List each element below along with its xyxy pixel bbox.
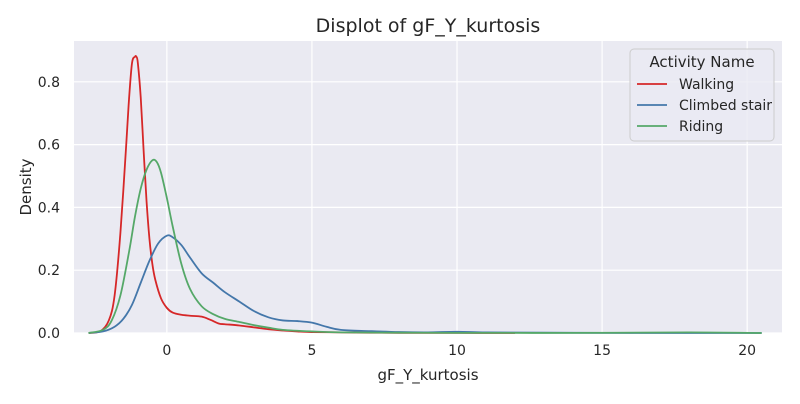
legend-label: Walking <box>679 77 734 93</box>
y-tick-label: 0.4 <box>38 200 60 216</box>
y-tick-label: 0.2 <box>38 263 60 279</box>
x-tick-label: 10 <box>448 343 466 359</box>
legend: Activity Name Walking Climbed stair Riding <box>629 48 775 142</box>
y-tick-label: 0.0 <box>38 326 60 342</box>
x-tick-label: 0 <box>162 343 171 359</box>
y-tick-label: 0.8 <box>38 75 60 91</box>
x-tick-label: 5 <box>307 343 316 359</box>
x-tick-label: 20 <box>738 343 756 359</box>
legend-label: Riding <box>679 119 723 135</box>
y-tick-label: 0.6 <box>38 138 60 154</box>
x-tick-label: 15 <box>593 343 611 359</box>
x-tick-labels: 0 5 10 15 20 <box>162 343 756 359</box>
legend-box <box>629 48 775 142</box>
legend-items: Walking Climbed stair Riding <box>637 77 772 135</box>
x-axis-label: gF_Y_kurtosis <box>377 366 478 385</box>
series-line-riding <box>88 158 762 334</box>
y-tick-labels: 0.0 0.2 0.4 0.6 0.8 <box>38 75 60 342</box>
y-axis-label: Density <box>17 158 35 215</box>
chart-title: Displot of gF_Y_kurtosis <box>316 15 541 37</box>
legend-label: Climbed stair <box>679 98 772 114</box>
legend-title: Activity Name <box>649 53 754 71</box>
series-lines <box>88 55 762 334</box>
